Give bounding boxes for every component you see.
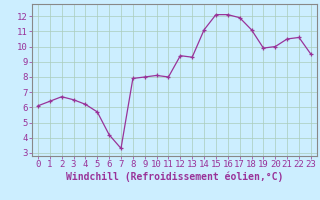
- X-axis label: Windchill (Refroidissement éolien,°C): Windchill (Refroidissement éolien,°C): [66, 172, 283, 182]
